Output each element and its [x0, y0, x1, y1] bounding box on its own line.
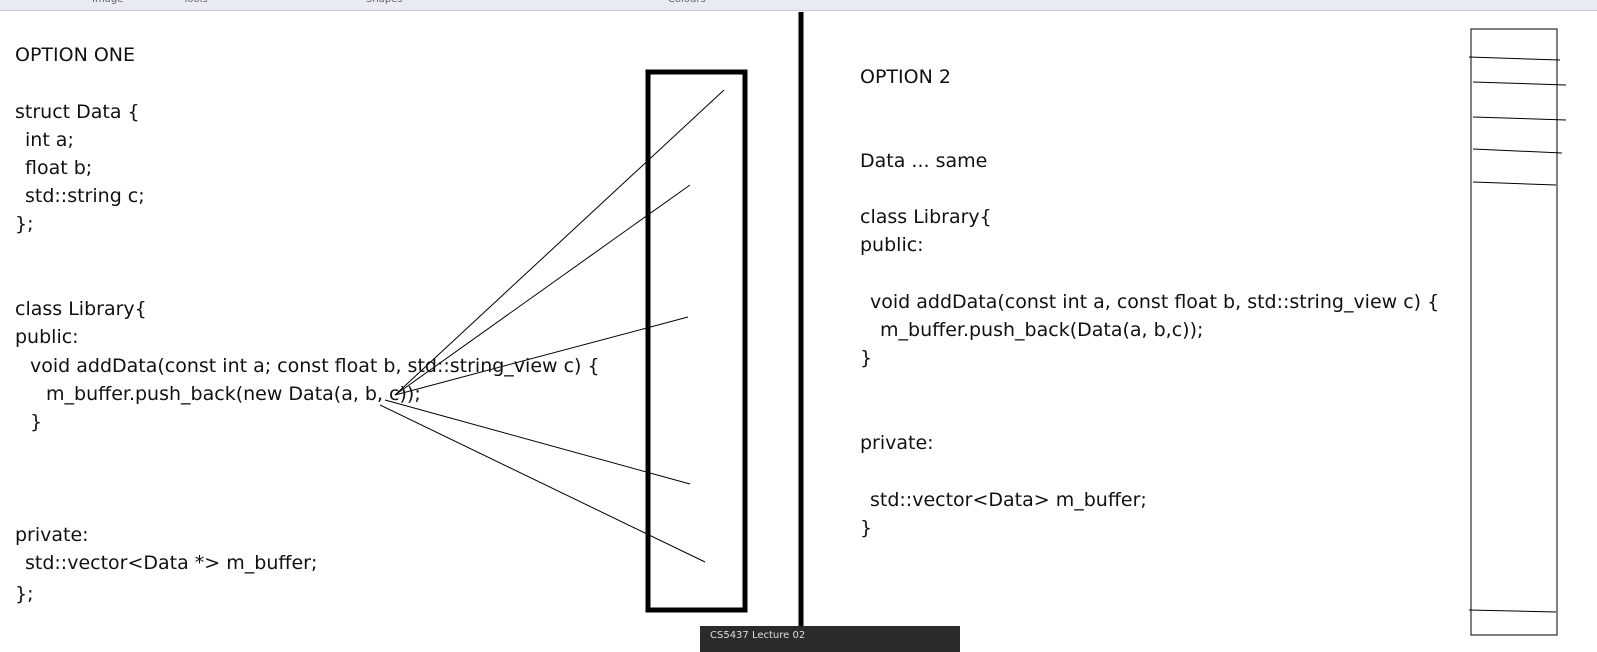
code-line: std::vector<Data *> m_buffer; — [25, 552, 318, 574]
code-line: } — [860, 347, 873, 369]
code-line: class Library{ — [15, 298, 147, 320]
toolbar-group: Tools — [183, 0, 208, 5]
taskbar-thumbnail[interactable]: CS5437 Lecture 02 — [700, 626, 960, 652]
toolbar-group: Shapes — [366, 0, 403, 5]
code-line: } — [860, 517, 873, 539]
code-line: int a; — [25, 129, 74, 151]
drawn-rectangle — [645, 69, 748, 613]
code-line: m_buffer.push_back(new Data(a, b, c)); — [46, 383, 421, 405]
code-line: m_buffer.push_back(Data(a, b,c)); — [880, 319, 1204, 341]
code-line: private: — [860, 432, 934, 454]
code-line: std::vector<Data> m_buffer; — [870, 489, 1147, 511]
code-line: public: — [860, 234, 924, 256]
toolbar-group: Image — [92, 0, 123, 5]
code-line: } — [30, 411, 43, 433]
code-line: void addData(const int a; const float b,… — [30, 355, 600, 377]
memory-lines — [1468, 56, 1567, 613]
code-line: }; — [15, 213, 34, 235]
taskbar-title: CS5437 Lecture 02 — [710, 630, 806, 641]
drawn-lines — [379, 89, 725, 563]
code-line: void addData(const int a, const float b,… — [870, 291, 1440, 313]
heading: OPTION 2 — [860, 66, 951, 88]
heading: OPTION ONE — [15, 44, 136, 66]
code-line: class Library{ — [860, 206, 992, 228]
code-line: public: — [15, 326, 79, 348]
code-line: float b; — [25, 157, 93, 179]
code-line: }; — [15, 583, 34, 605]
code-line: private: — [15, 524, 89, 546]
memory-box — [1470, 28, 1558, 636]
code-line: Data ... same — [860, 150, 988, 172]
code-line: std::string c; — [25, 185, 145, 207]
toolbar: Image Tools Shapes Colours — [0, 0, 1597, 11]
toolbar-group: Colours — [668, 0, 706, 5]
code-line: struct Data { — [15, 101, 140, 123]
